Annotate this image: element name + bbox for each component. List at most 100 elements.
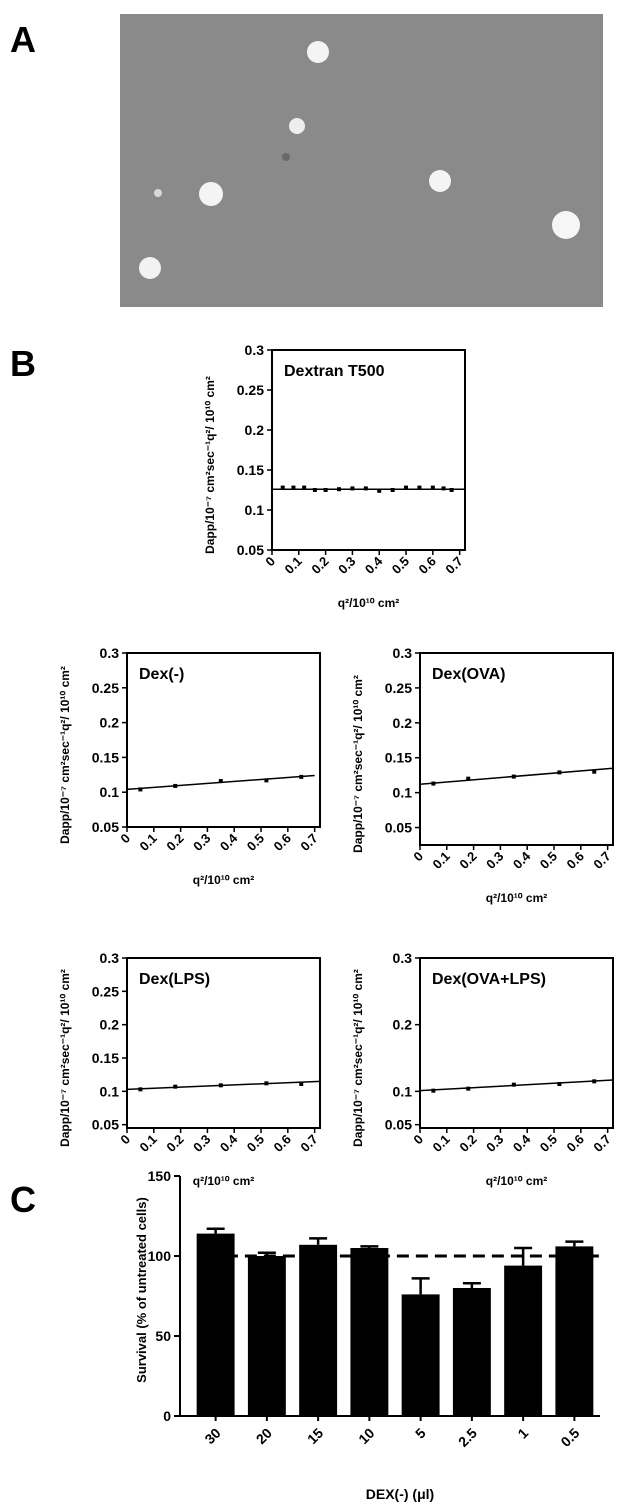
y-tick-label: 0.25: [385, 680, 412, 696]
x-tick-label: 0.5: [389, 554, 412, 577]
y-tick-label: 0.1: [100, 784, 120, 800]
x-tick-label: 0.7: [442, 554, 465, 577]
y-tick-label: 0.2: [393, 1017, 413, 1033]
x-tick-label: 2.5: [455, 1425, 480, 1450]
y-tick-label: 50: [155, 1328, 171, 1344]
bar: [299, 1245, 337, 1416]
data-point: [299, 775, 303, 779]
fit-line: [420, 1080, 613, 1091]
data-point: [313, 488, 317, 492]
data-point: [264, 778, 268, 782]
y-tick-label: 100: [148, 1248, 172, 1264]
data-point: [281, 486, 285, 490]
y-tick-label: 0.2: [100, 1017, 120, 1033]
x-tick-label: 0.5: [244, 1132, 267, 1155]
data-point: [592, 770, 596, 774]
x-tick-label: 0.5: [537, 1132, 560, 1155]
plot-title: Dex(OVA): [432, 666, 506, 683]
bar: [453, 1288, 491, 1416]
bar: [402, 1294, 440, 1416]
y-tick-label: 0.3: [245, 342, 265, 358]
x-tick-label: 0.3: [335, 554, 358, 577]
plot-title: Dex(LPS): [139, 971, 210, 988]
bar: [248, 1256, 286, 1416]
y-tick-label: 0.15: [237, 462, 264, 478]
x-tick-label: 0.5: [557, 1425, 582, 1450]
data-point: [417, 486, 421, 490]
data-point: [466, 777, 470, 781]
y-tick-label: 0.05: [385, 1117, 412, 1133]
y-tick-label: 0.1: [393, 785, 413, 801]
y-tick-label: 0.15: [92, 749, 119, 765]
data-point: [442, 486, 446, 490]
bar: [350, 1248, 388, 1416]
x-tick-label: 0.3: [483, 849, 506, 872]
fit-line: [420, 768, 613, 784]
error-bar: [309, 1238, 327, 1244]
x-tick-label: 1: [514, 1425, 531, 1442]
x-tick-label: 5: [412, 1425, 429, 1442]
x-axis-label: q²/10¹⁰ cm²: [486, 891, 548, 905]
data-point: [324, 488, 328, 492]
x-tick-label: 0.3: [190, 1132, 213, 1155]
x-tick-label: 0.4: [510, 1131, 534, 1155]
x-tick-label: 0.4: [362, 553, 386, 577]
data-point: [299, 1082, 303, 1086]
y-tick-label: 0.05: [237, 542, 264, 558]
data-point: [404, 486, 408, 490]
y-tick-label: 0.25: [237, 382, 264, 398]
y-tick-label: 0.3: [393, 950, 413, 966]
error-bar: [207, 1229, 225, 1234]
y-tick-label: 0.05: [385, 820, 412, 836]
x-tick-label: 0: [262, 554, 278, 570]
data-point: [219, 779, 223, 783]
micrograph: [120, 14, 603, 307]
data-point: [219, 1083, 223, 1087]
x-tick-label: 0: [117, 1132, 133, 1148]
plot-title: Dex(-): [139, 666, 184, 683]
bar: [504, 1266, 542, 1416]
panel-label: A: [10, 19, 36, 60]
x-tick-label: 0.4: [510, 848, 534, 872]
x-axis-label: q²/10¹⁰ cm²: [193, 1174, 255, 1188]
data-point: [264, 1081, 268, 1085]
x-tick-label: 0.6: [271, 831, 294, 854]
plot-title: Dextran T500: [284, 363, 385, 380]
y-tick-label: 0.25: [92, 983, 119, 999]
x-tick-label: 0.1: [137, 831, 160, 854]
plot-frame: [272, 350, 465, 550]
y-tick-label: 0: [163, 1408, 171, 1424]
data-point: [466, 1087, 470, 1091]
y-axis-label: Survival (% of untreated cells): [134, 1197, 149, 1383]
x-tick-label: 10: [355, 1425, 377, 1447]
x-tick-label: 0: [410, 1132, 426, 1148]
x-tick-label: 0.5: [244, 831, 267, 854]
data-point: [138, 787, 142, 791]
y-tick-label: 0.1: [245, 502, 265, 518]
x-tick-label: 0: [117, 831, 133, 847]
data-point: [377, 489, 381, 493]
y-tick-label: 0.15: [385, 750, 412, 766]
y-tick-label: 0.05: [92, 1117, 119, 1133]
error-bar: [412, 1278, 430, 1294]
x-tick-label: 0.7: [590, 1132, 613, 1155]
x-tick-label: 0.2: [456, 1132, 479, 1155]
fit-line: [127, 1081, 320, 1089]
data-point: [512, 1083, 516, 1087]
y-tick-label: 0.2: [393, 715, 413, 731]
x-tick-label: 0.6: [416, 554, 439, 577]
plot-title: Dex(OVA+LPS): [432, 971, 546, 988]
data-point: [592, 1079, 596, 1083]
x-tick-label: 0.2: [163, 1132, 186, 1155]
y-tick-label: 150: [148, 1168, 172, 1184]
x-tick-label: 0.1: [430, 1132, 453, 1155]
data-point: [431, 782, 435, 786]
data-point: [557, 770, 561, 774]
x-tick-label: 0.3: [190, 831, 213, 854]
x-tick-label: 0.1: [282, 554, 305, 577]
y-tick-label: 0.3: [100, 645, 120, 661]
x-tick-label: 0.6: [271, 1132, 294, 1155]
data-point: [557, 1082, 561, 1086]
x-tick-label: 0.2: [308, 554, 331, 577]
y-axis-label: Dapp/10⁻⁷ cm²sec⁻¹q²/ 10¹⁰ cm²: [203, 376, 217, 554]
